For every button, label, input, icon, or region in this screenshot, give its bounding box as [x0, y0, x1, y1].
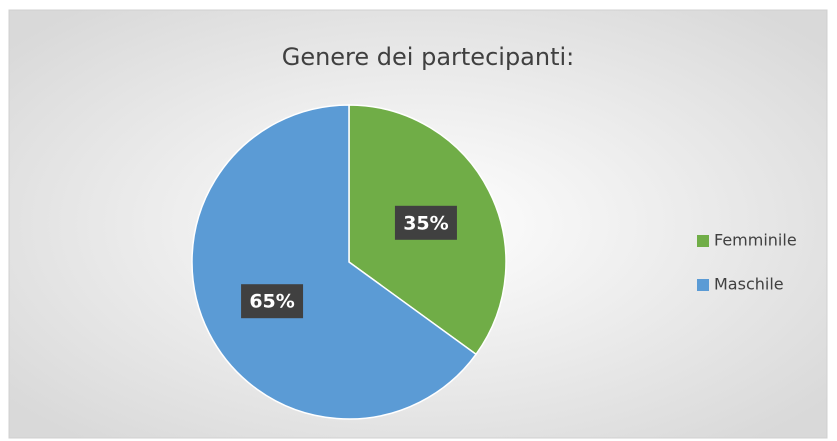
legend-swatch: [697, 235, 709, 247]
data-label-box: [241, 284, 304, 319]
legend-label: Femminile: [714, 231, 797, 250]
chart-title: Genere dei partecipanti:: [282, 43, 575, 71]
data-label-box: [394, 205, 457, 240]
legend-label: Maschile: [714, 275, 784, 294]
legend-swatch: [697, 279, 709, 291]
data-label: 65%: [249, 291, 294, 313]
data-label: 35%: [403, 212, 448, 234]
pie-slice: [191, 104, 478, 420]
